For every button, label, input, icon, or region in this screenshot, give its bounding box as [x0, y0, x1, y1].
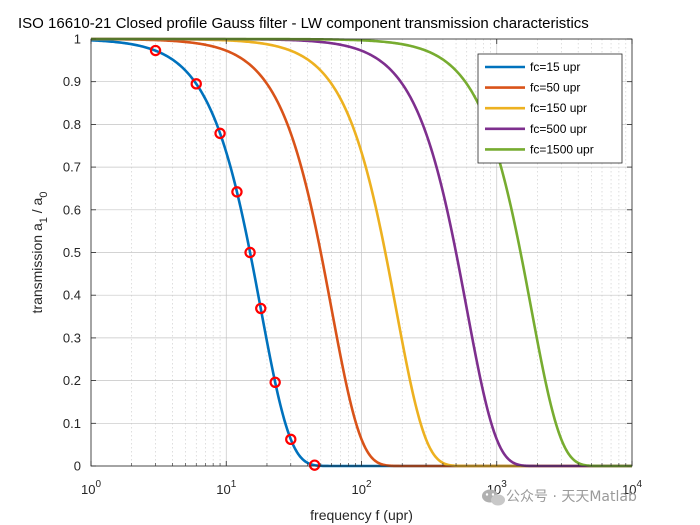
- watermark-text: 公众号 · 天天Matlab: [506, 489, 637, 505]
- marker-point: [255, 302, 267, 315]
- legend-entry-label: fc=150 upr: [530, 101, 587, 115]
- marker-point: [285, 433, 297, 446]
- y-axis-label-main: transmission a: [29, 223, 45, 313]
- chart-title: ISO 16610-21 Closed profile Gauss filter…: [18, 15, 589, 32]
- marker-point: [149, 44, 162, 57]
- legend-entry-label: fc=1500 upr: [530, 142, 594, 156]
- y-tick-labels: 0 0.1 0.2 0.3 0.4 0.5 0.6 0.7 0.8 0.9 1: [63, 32, 81, 474]
- y-tick-label: 0.5: [63, 245, 81, 260]
- y-tick-label: 0.7: [63, 160, 81, 175]
- x-tick-label-exponent: 1: [231, 479, 237, 490]
- y-axis-label-sub1: 1: [38, 217, 50, 223]
- y-axis-label-mid: / a: [29, 197, 45, 217]
- x-axis-label: frequency f (upr): [310, 507, 413, 523]
- y-tick-label: 0.3: [63, 330, 81, 345]
- marker-point: [214, 127, 226, 140]
- y-tick-label: 0.8: [63, 117, 81, 132]
- x-tick-label-base: 10: [216, 482, 230, 497]
- x-tick-label-base: 10: [351, 482, 365, 497]
- y-tick-label: 1: [74, 32, 81, 47]
- legend-entry-label: fc=15 upr: [530, 60, 580, 74]
- marker-point: [308, 459, 321, 471]
- watermark: 公众号 · 天天Matlab: [482, 489, 637, 506]
- x-tick-label-exponent: 0: [95, 479, 101, 490]
- marker-point: [269, 376, 281, 389]
- marker-point: [231, 186, 243, 198]
- x-tick-label: 104: [622, 479, 642, 497]
- x-tick-label-base: 10: [81, 482, 95, 497]
- x-tick-label: 102: [351, 479, 371, 497]
- x-tick-label-exponent: 3: [501, 479, 507, 490]
- legend-entry-label: fc=500 upr: [530, 122, 587, 136]
- x-tick-label-base: 10: [622, 482, 636, 497]
- legend: fc=15 upr fc=50 upr fc=150 upr fc=500 upr fc…: [477, 53, 623, 164]
- x-tick-label-exponent: 2: [366, 479, 372, 490]
- y-axis-label: transmission a1 / a0: [29, 192, 50, 314]
- axis-ticks: [90, 38, 633, 467]
- y-tick-label: 0.6: [63, 202, 81, 217]
- x-tick-label: 101: [216, 479, 236, 497]
- marker-layer: [149, 44, 321, 471]
- wechat-icon: [482, 489, 505, 506]
- y-tick-label: 0.2: [63, 373, 81, 388]
- marker-point: [190, 78, 202, 90]
- x-tick-label: 100: [81, 479, 101, 497]
- x-tick-label-exponent: 4: [636, 479, 642, 490]
- y-tick-label: 0: [74, 459, 81, 474]
- x-tick-labels: 100 101 102 103 104: [81, 479, 642, 497]
- y-tick-label: 0.1: [63, 416, 81, 431]
- y-tick-label: 0.9: [63, 74, 81, 89]
- marker-point: [244, 246, 256, 259]
- legend-entry-label: fc=50 upr: [530, 81, 580, 95]
- y-axis-label-sub0: 0: [38, 192, 50, 198]
- y-tick-label: 0.4: [63, 288, 81, 303]
